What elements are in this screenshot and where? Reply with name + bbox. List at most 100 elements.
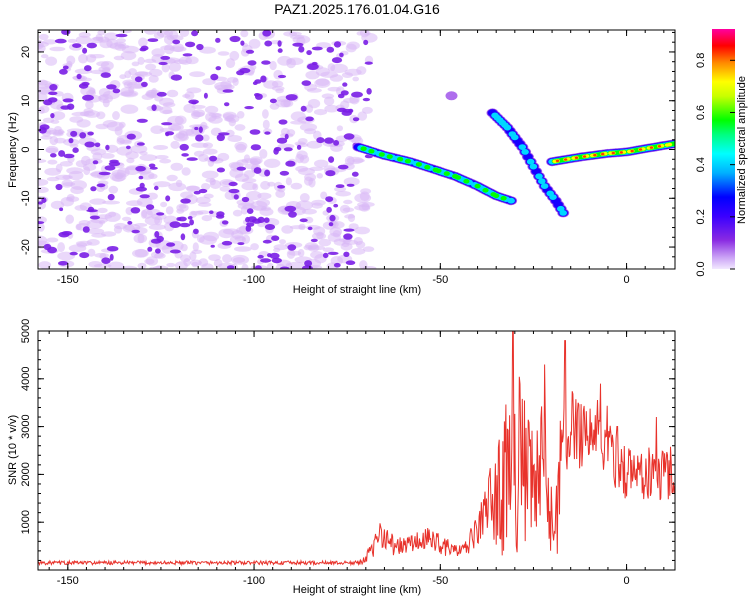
noise-blob-dark [58,150,66,157]
noise-blob-dark [250,144,262,151]
noise-blob-dark [70,130,78,137]
noise-blob-light [144,58,157,64]
noise-blob-light [99,39,113,49]
noise-blob-light [305,104,314,113]
noise-blob-light [354,193,372,203]
noise-blob-dark [54,38,67,44]
noise-blob-dark [191,101,197,105]
spectrogram-x-axis-label: Height of straight line (km) [293,284,421,296]
noise-blob-light [330,256,343,266]
noise-blob-dark [38,127,47,134]
noise-blob-light [38,261,52,269]
noise-blob-dark [363,39,369,46]
noise-blob-light [219,186,231,192]
noise-blob-light [172,43,184,53]
noise-blob-light [139,151,148,156]
noise-blob-light [193,109,206,117]
signal-blob [474,183,481,189]
noise-blob-dark [151,104,157,111]
noise-blob-dark [90,186,97,192]
noise-blob-light [161,63,170,73]
noise-blob-dark [203,92,208,99]
noise-blob-light [175,179,183,188]
signal-blob [404,158,411,164]
noise-blob-light [86,228,105,235]
noise-blob-dark [333,262,341,268]
noise-blob-dark [269,252,280,259]
noise-blob-light [62,175,71,180]
noise-blob-light [351,248,366,255]
noise-blob-dark [301,80,312,86]
noise-blob-dark [277,40,282,47]
noise-blob-light [343,177,360,186]
noise-blob-light [190,259,202,267]
noise-blob-dark [322,252,329,259]
noise-blob-light [201,170,219,179]
noise-blob-dark [348,108,354,113]
noise-blob-light [57,242,65,253]
noise-blob-light [299,154,310,164]
noise-blob-light [311,199,326,206]
noise-blob-light [269,60,277,71]
noise-blob-dark [339,52,344,58]
noise-blob-dark [68,138,74,144]
colorbar-tick-label: 0.8 [695,53,707,68]
noise-blob-light [250,64,257,70]
noise-blob-light [88,261,103,268]
noise-blob-light [144,258,155,265]
noise-blob-light [208,254,221,261]
colorbar-label: Normalized spectral amplitude [736,76,748,224]
noise-blob-light [119,91,137,97]
noise-blob-light [248,38,261,49]
noise-blob-dark [61,231,73,236]
noise-blob-dark [127,220,133,225]
noise-blob-dark [189,219,195,226]
noise-blob-light [352,158,365,163]
noise-blob-light [42,39,58,45]
noise-blob-light [334,186,347,192]
noise-blob-light [201,215,213,222]
signal-blob [493,193,500,199]
noise-blob-light [144,30,157,35]
noise-blob-dark [221,220,229,225]
noise-blob-dark [325,196,334,203]
noise-blob-dark [264,131,271,135]
noise-blob-dark [245,225,252,232]
snr-y-tick-label: 4000 [20,367,32,391]
snr-x-tick-label: -100 [243,575,265,587]
noise-blob-dark [299,218,308,223]
noise-blob-light [86,89,96,97]
noise-blob-dark [264,40,273,47]
noise-blob-dark [181,153,189,157]
noise-blob-light [145,63,157,71]
noise-blob-dark [352,117,360,122]
noise-blob-dark [263,217,270,223]
noise-blob-light [191,104,206,109]
noise-blob-light [133,233,148,244]
noise-blob-dark [345,260,356,266]
noise-blob-dark [100,72,112,78]
noise-blob-dark [302,265,313,269]
noise-blob-light [38,223,45,232]
noise-blob-dark [180,198,191,204]
noise-blob-dark [343,228,355,232]
noise-blob-dark [69,251,78,256]
noise-blob-light [217,152,230,162]
noise-blob-light [295,200,313,211]
noise-blob-light [160,201,168,208]
noise-blob-light [135,71,149,76]
noise-blob-light [83,108,94,114]
noise-blob-light [86,239,100,246]
noise-blob-light [281,225,294,234]
noise-blob-dark [48,91,58,96]
noise-blob-light [193,150,205,157]
noise-blob-light [163,44,175,55]
noise-blob-light [342,239,359,245]
noise-blob-light [316,42,331,49]
noise-blob-dark [87,131,94,136]
noise-blob-light [290,111,306,122]
noise-blob-dark [193,228,199,235]
noise-blob-light [69,143,79,148]
signal-blob [482,188,489,193]
noise-blob-light [318,238,332,247]
